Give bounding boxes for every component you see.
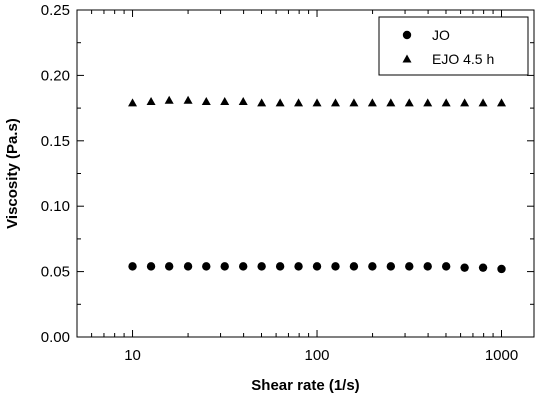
data-point-ejo xyxy=(330,98,340,107)
y-tick-label: 0.25 xyxy=(41,2,70,19)
axis-ticks xyxy=(76,9,534,338)
data-point-ejo xyxy=(128,98,138,107)
data-point-ejo xyxy=(312,98,322,107)
data-point-ejo xyxy=(478,98,488,107)
data-point-jo xyxy=(386,262,396,271)
data-point-ejo xyxy=(460,98,470,107)
y-tick-label: 0.15 xyxy=(41,133,70,150)
data-point-jo xyxy=(423,262,432,271)
data-point-jo xyxy=(183,262,193,271)
x-axis-title: Shear rate (1/s) xyxy=(251,377,359,394)
data-point-jo xyxy=(441,262,451,271)
data-point-ejo xyxy=(294,98,304,107)
y-axis-title: Viscosity (Pa.s) xyxy=(4,118,21,229)
data-point-ejo xyxy=(257,98,267,107)
data-point-ejo xyxy=(220,97,230,106)
legend-label-ejo: EJO 4.5 h xyxy=(432,51,494,67)
data-point-ejo xyxy=(367,98,377,107)
legend-marker-jo xyxy=(402,30,412,40)
x-tick-label: 10 xyxy=(124,347,141,364)
data-point-jo xyxy=(368,262,377,271)
data-point-ejo xyxy=(275,98,285,107)
y-tick-label: 0.00 xyxy=(41,329,70,346)
data-point-jo xyxy=(349,262,359,271)
data-point-ejo xyxy=(238,97,248,106)
data-point-jo xyxy=(164,262,174,271)
data-point-jo xyxy=(146,262,156,271)
tick-labels: 10 100 1000 0.00 0.05 0.10 0.15 0.20 0.25 xyxy=(41,2,518,364)
data-point-jo xyxy=(275,262,285,271)
legend-label-jo: JO xyxy=(432,27,450,43)
legend-box xyxy=(378,16,529,76)
y-tick-label: 0.20 xyxy=(41,67,70,84)
plot-frame xyxy=(76,9,535,338)
data-point-ejo xyxy=(441,98,451,107)
data-point-jo xyxy=(257,262,266,271)
data-point-ejo xyxy=(349,98,359,107)
data-point-jo xyxy=(331,262,340,271)
y-tick-label: 0.10 xyxy=(41,198,70,215)
data-point-jo xyxy=(497,264,506,274)
data-points xyxy=(128,95,507,274)
data-point-ejo xyxy=(201,97,211,106)
y-tick-label: 0.05 xyxy=(41,264,70,281)
data-point-ejo xyxy=(497,98,507,107)
data-point-jo xyxy=(220,262,229,271)
data-point-jo xyxy=(294,262,303,271)
data-point-ejo xyxy=(183,95,193,104)
legend-marker-ejo xyxy=(402,54,412,63)
data-point-ejo xyxy=(404,98,414,107)
data-point-jo xyxy=(478,263,488,272)
data-point-ejo xyxy=(146,97,156,106)
data-point-jo xyxy=(239,262,248,271)
x-tick-label: 1000 xyxy=(485,347,518,364)
data-point-ejo xyxy=(386,98,396,107)
x-tick-label: 100 xyxy=(305,347,330,364)
data-point-ejo xyxy=(423,98,433,107)
data-point-ejo xyxy=(164,95,174,104)
data-point-jo xyxy=(405,262,414,271)
data-point-jo xyxy=(128,262,137,271)
data-point-jo xyxy=(460,263,469,272)
data-point-jo xyxy=(312,262,322,271)
legend: JO EJO 4.5 h xyxy=(378,16,529,76)
data-point-jo xyxy=(202,262,211,271)
